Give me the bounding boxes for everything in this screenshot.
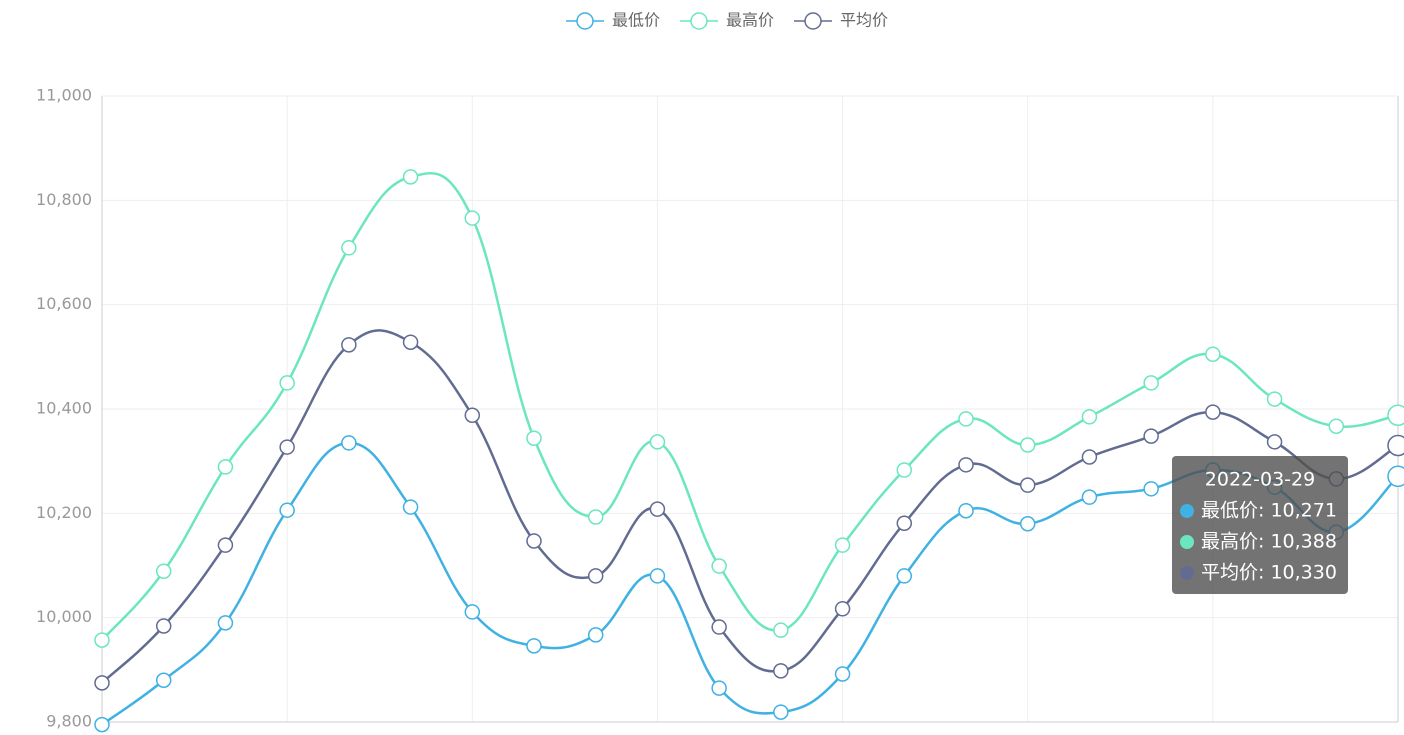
data-point xyxy=(711,558,727,574)
legend-icon xyxy=(690,12,708,30)
data-point xyxy=(1266,391,1283,407)
data-point xyxy=(1205,404,1221,420)
legend-icon xyxy=(804,12,822,30)
data-point xyxy=(1387,465,1404,488)
data-point xyxy=(402,334,419,350)
data-point xyxy=(1205,346,1221,362)
data-point xyxy=(402,499,419,515)
data-point xyxy=(834,537,851,553)
data-point xyxy=(155,563,172,579)
y-tick-label: 10,200 xyxy=(36,503,92,522)
data-point xyxy=(1266,434,1283,450)
y-tick-label: 10,800 xyxy=(36,190,92,209)
data-point xyxy=(1143,428,1159,444)
data-point xyxy=(587,568,604,584)
data-point xyxy=(1019,516,1036,532)
data-point xyxy=(279,439,295,455)
data-point xyxy=(1387,404,1404,427)
tooltip-dot xyxy=(1180,535,1194,549)
legend-label: 最低价 xyxy=(612,11,660,30)
data-point xyxy=(587,627,604,643)
data-point xyxy=(217,459,234,475)
data-point xyxy=(217,615,234,631)
data-point xyxy=(649,434,666,450)
data-point xyxy=(834,601,851,617)
data-point xyxy=(649,568,666,584)
data-point xyxy=(1081,409,1098,425)
data-point xyxy=(341,240,357,256)
y-tick-label: 10,600 xyxy=(36,294,92,313)
data-point xyxy=(958,411,974,427)
data-point xyxy=(94,716,110,733)
data-point xyxy=(1019,437,1036,453)
data-point xyxy=(341,435,357,451)
data-point xyxy=(1387,434,1404,457)
data-point xyxy=(526,430,542,446)
data-point xyxy=(217,537,234,553)
y-tick-label: 10,400 xyxy=(36,399,92,418)
legend-item: 最低价 xyxy=(566,11,660,30)
data-point xyxy=(711,680,727,696)
tooltip-item: 平均价: 10,330 xyxy=(1201,562,1337,584)
tooltip-box xyxy=(1172,456,1348,594)
data-point xyxy=(896,462,913,478)
data-point xyxy=(649,501,666,517)
data-point xyxy=(94,675,110,691)
data-point xyxy=(526,533,542,549)
data-point xyxy=(1143,375,1159,391)
data-point xyxy=(279,375,295,391)
data-point xyxy=(155,618,172,634)
data-point xyxy=(773,622,789,638)
legend-item: 最高价 xyxy=(680,11,774,30)
data-point xyxy=(587,509,604,525)
data-point xyxy=(896,515,913,531)
data-point xyxy=(896,568,913,584)
tooltip-item: 最高价: 10,388 xyxy=(1201,531,1337,553)
data-point xyxy=(279,502,295,518)
data-point xyxy=(464,604,481,620)
data-point xyxy=(1019,477,1036,493)
data-point xyxy=(1081,489,1098,505)
data-point xyxy=(464,407,481,424)
legend-label: 平均价 xyxy=(840,11,888,30)
data-point xyxy=(94,632,110,648)
data-point xyxy=(1143,481,1159,497)
data-point xyxy=(1328,418,1345,434)
data-point xyxy=(773,663,789,679)
data-point xyxy=(773,704,789,720)
data-point xyxy=(1081,449,1098,465)
tooltip-dot xyxy=(1180,566,1194,580)
data-point xyxy=(464,210,481,226)
y-tick-label: 10,000 xyxy=(36,607,92,626)
data-point xyxy=(958,502,974,519)
data-point xyxy=(155,672,172,689)
data-point xyxy=(341,337,357,353)
data-point xyxy=(711,619,727,635)
legend-icon xyxy=(576,12,594,30)
y-tick-label: 9,800 xyxy=(46,712,92,731)
legend-label: 最高价 xyxy=(726,11,774,30)
data-point xyxy=(834,666,851,682)
tooltip: 2022-03-29 最低价: 10,271 最高价: 10,388 平均价: 10,… xyxy=(1172,456,1348,594)
data-point xyxy=(526,638,542,654)
y-tick-label: 11,000 xyxy=(36,86,92,105)
tooltip-dot xyxy=(1180,504,1194,518)
data-point xyxy=(958,457,974,473)
tooltip-title: 2022-03-29 xyxy=(1205,469,1315,491)
legend-item: 平均价 xyxy=(794,11,888,30)
data-point xyxy=(402,169,419,185)
tooltip-item: 最低价: 10,271 xyxy=(1201,500,1337,522)
